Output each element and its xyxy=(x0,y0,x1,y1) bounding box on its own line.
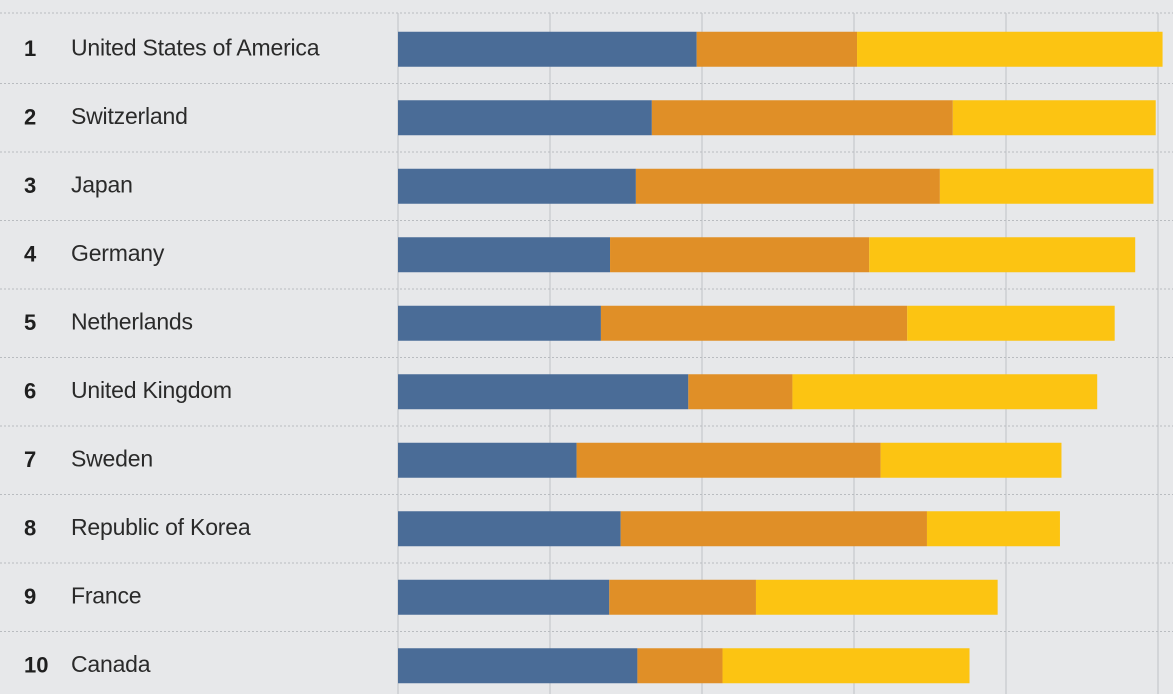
bar-segment-3 xyxy=(907,305,1115,341)
rank-label: 2 xyxy=(24,105,36,130)
bar-segment-2 xyxy=(696,31,858,67)
bar-segment-2 xyxy=(651,100,953,136)
rank-label: 7 xyxy=(24,447,36,472)
bar-segment-3 xyxy=(792,374,1098,410)
bar-segment-2 xyxy=(635,168,940,204)
bar-segment-1 xyxy=(398,168,636,204)
bar-segment-1 xyxy=(398,305,601,341)
bar-segment-1 xyxy=(398,442,577,478)
category-label: Sweden xyxy=(71,445,153,471)
bar-segment-2 xyxy=(610,237,870,273)
category-label: United States of America xyxy=(71,34,320,60)
rank-label: 4 xyxy=(24,242,37,267)
bar-segment-1 xyxy=(398,511,621,547)
bar-segment-3 xyxy=(926,511,1060,547)
bar-segment-2 xyxy=(576,442,881,478)
rank-label: 9 xyxy=(24,584,36,609)
bar-segment-3 xyxy=(880,442,1062,478)
bar-segment-3 xyxy=(857,31,1163,67)
rank-label: 3 xyxy=(24,173,36,198)
bar-segment-3 xyxy=(952,100,1156,136)
bar-segment-1 xyxy=(398,100,652,136)
category-label: Japan xyxy=(71,171,133,197)
bar-segment-2 xyxy=(637,648,723,684)
rank-label: 8 xyxy=(24,516,36,541)
bar-segment-3 xyxy=(722,648,970,684)
bar-segment-3 xyxy=(755,579,998,615)
bar-segment-1 xyxy=(398,237,611,273)
rank-label: 5 xyxy=(24,310,36,335)
rank-label: 10 xyxy=(24,653,48,678)
rank-label: 6 xyxy=(24,379,36,404)
rank-label: 1 xyxy=(24,36,36,61)
bar-segment-1 xyxy=(398,579,610,615)
bar-segment-3 xyxy=(939,168,1154,204)
category-label: Republic of Korea xyxy=(71,514,251,540)
bar-segment-1 xyxy=(398,374,689,410)
bar-segment-3 xyxy=(869,237,1136,273)
bar-segment-2 xyxy=(600,305,908,341)
category-label: Germany xyxy=(71,240,165,266)
category-label: France xyxy=(71,582,141,608)
bar-segment-1 xyxy=(398,648,638,684)
category-label: Switzerland xyxy=(71,103,188,129)
category-label: Canada xyxy=(71,651,151,677)
bar-segment-1 xyxy=(398,31,697,67)
bar-segment-2 xyxy=(688,374,793,410)
category-label: United Kingdom xyxy=(71,377,232,403)
category-label: Netherlands xyxy=(71,308,193,334)
bar-segment-2 xyxy=(609,579,756,615)
bar-segment-2 xyxy=(620,511,927,547)
